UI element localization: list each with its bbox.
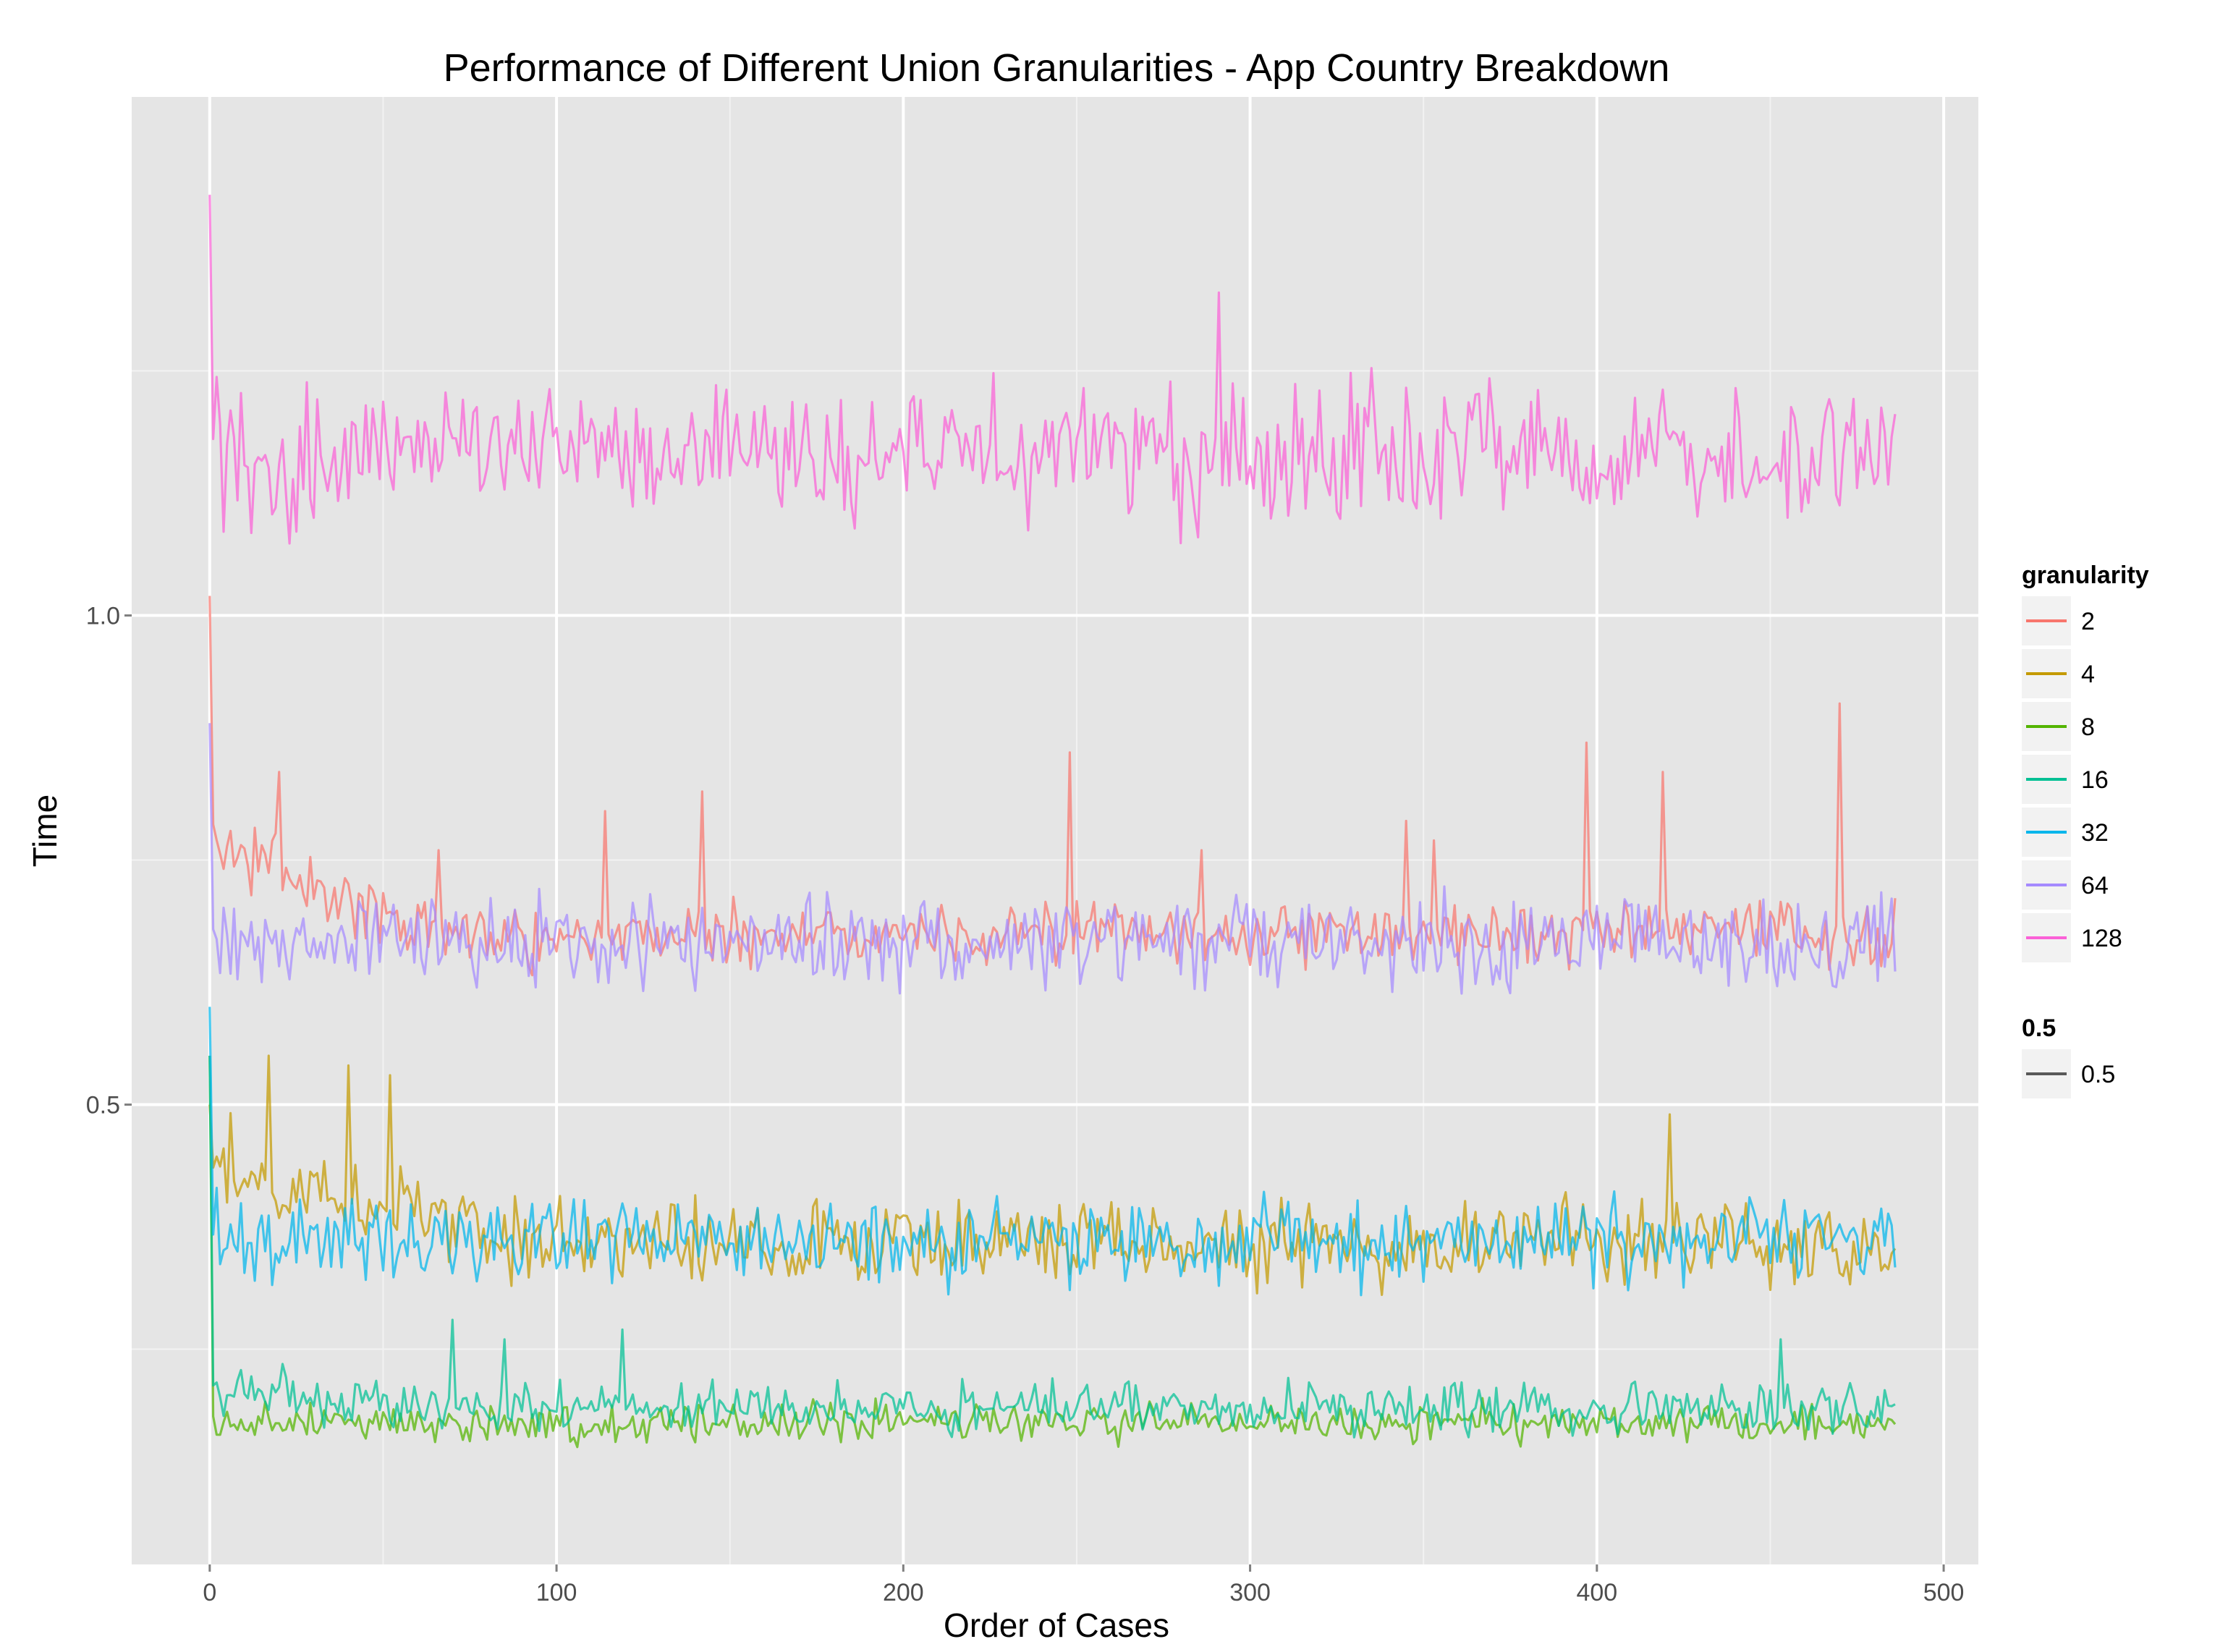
series-line-128 bbox=[208, 195, 1897, 545]
series-line-2 bbox=[208, 596, 1897, 977]
legend-label-128: 128 bbox=[2081, 925, 2122, 952]
x-tick-label: 300 bbox=[1229, 1579, 1271, 1606]
x-tick-label: 200 bbox=[883, 1579, 924, 1606]
series-line-32 bbox=[208, 1007, 1897, 1297]
y-tick-label: 1.0 bbox=[86, 603, 120, 630]
x-tick-label: 500 bbox=[1923, 1579, 1965, 1606]
legend-label-16: 16 bbox=[2081, 766, 2109, 794]
series-line-8 bbox=[208, 1055, 1897, 1449]
legend-label-64: 64 bbox=[2081, 872, 2109, 899]
legend-label-4: 4 bbox=[2081, 661, 2095, 688]
legend-label-8: 8 bbox=[2081, 713, 2095, 741]
legend-title-granularity: granularity bbox=[2022, 562, 2149, 589]
legend-label-size: 0.5 bbox=[2081, 1061, 2115, 1088]
chart-title: Performance of Different Union Granulari… bbox=[444, 46, 1670, 90]
x-tick-label: 100 bbox=[536, 1579, 577, 1606]
series-lines bbox=[208, 195, 1897, 1449]
legend-label-2: 2 bbox=[2081, 608, 2095, 635]
legend-title-size: 0.5 bbox=[2022, 1015, 2056, 1042]
series-line-4 bbox=[208, 1054, 1897, 1296]
y-axis-title: Time bbox=[26, 795, 64, 868]
x-axis: 0 100 200 300 400 500 bbox=[203, 1564, 1964, 1606]
series-line-64 bbox=[208, 723, 1897, 995]
plot-panel bbox=[132, 97, 1978, 1564]
legend: granularity 2 4 8 16 32 64 128 0.5 0.5 bbox=[2022, 562, 2149, 1098]
legend-label-32: 32 bbox=[2081, 819, 2109, 847]
series-line-16 bbox=[208, 1055, 1896, 1439]
major-grid bbox=[132, 97, 1978, 1564]
y-axis: 0.5 1.0 bbox=[86, 603, 132, 1119]
y-tick-label: 0.5 bbox=[86, 1092, 120, 1119]
x-tick-label: 0 bbox=[203, 1579, 216, 1606]
legend-entries: 2 4 8 16 32 64 128 bbox=[2022, 596, 2122, 962]
x-axis-title: Order of Cases bbox=[944, 1606, 1169, 1644]
x-tick-label: 400 bbox=[1576, 1579, 1617, 1606]
